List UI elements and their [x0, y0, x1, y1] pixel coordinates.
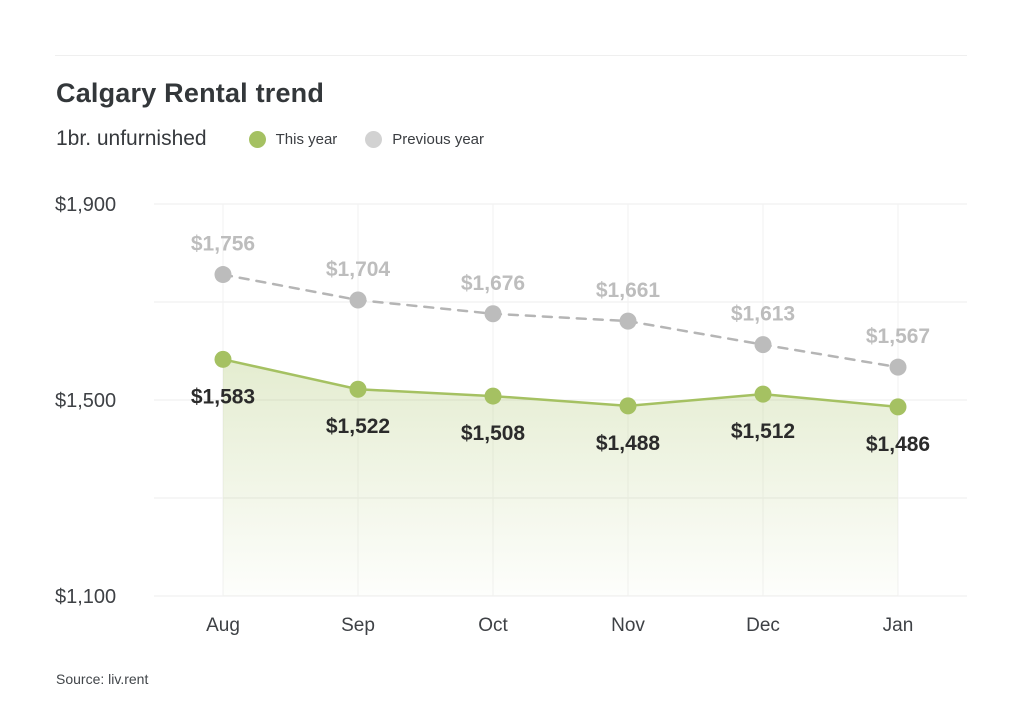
data-point-this-year-4 — [754, 385, 772, 403]
value-label-this-year-4: $1,512 — [731, 420, 795, 443]
data-point-this-year-2 — [484, 387, 502, 405]
y-tick-label: $1,900 — [55, 194, 116, 216]
page-title: Calgary Rental trend — [56, 78, 325, 108]
y-tick-label: $1,500 — [55, 390, 116, 412]
legend-label-this-year: This year — [275, 130, 338, 148]
value-label-previous-year-3: $1,661 — [596, 279, 661, 302]
value-label-this-year-3: $1,488 — [596, 432, 661, 455]
this-year-line — [221, 358, 900, 409]
header-divider — [55, 55, 967, 56]
value-label-this-year-2: $1,508 — [461, 422, 526, 445]
legend-label-previous-year: Previous year — [392, 130, 485, 148]
source-note: Source: liv.rent — [56, 671, 149, 687]
value-label-this-year-0: $1,583 — [191, 385, 255, 408]
previous-year-line — [221, 273, 900, 369]
data-point-this-year-5 — [889, 398, 907, 416]
x-tick-label: Nov — [611, 615, 645, 636]
value-label-previous-year-2: $1,676 — [461, 272, 525, 295]
legend-item-this-year[interactable]: This year — [248, 130, 338, 148]
page-subtitle: 1br. unfurnished — [56, 127, 207, 150]
value-label-this-year-1: $1,522 — [326, 415, 390, 438]
previous-year-swatch-icon — [365, 130, 383, 148]
data-point-this-year-1 — [349, 380, 367, 398]
value-label-previous-year-1: $1,704 — [326, 258, 391, 281]
x-tick-label: Jan — [883, 615, 914, 636]
chart-canvas: $1,900 $1,500 $1,100 Aug Sep Oct Nov Dec Jan $1,… — [55, 194, 967, 636]
value-label-previous-year-5: $1,567 — [866, 325, 930, 348]
data-point-this-year-0 — [214, 350, 232, 368]
y-tick-label: $1,100 — [55, 586, 116, 608]
data-point-previous-year-4 — [754, 336, 772, 354]
legend: This year Previous year — [248, 130, 485, 148]
value-label-previous-year-0: $1,756 — [191, 233, 255, 256]
value-label-this-year-5: $1,486 — [866, 433, 930, 456]
data-point-previous-year-5 — [889, 358, 907, 376]
data-point-previous-year-3 — [619, 312, 637, 330]
data-point-previous-year-2 — [484, 305, 502, 323]
subtitle-row: 1br. unfurnished This year Previous year — [56, 126, 956, 152]
data-point-this-year-3 — [619, 397, 637, 415]
x-tick-label: Oct — [478, 615, 508, 636]
legend-item-previous-year[interactable]: Previous year — [365, 130, 485, 148]
x-tick-label: Sep — [341, 615, 375, 636]
this-year-swatch-icon — [248, 130, 266, 148]
rental-trend-chart: $1,900 $1,500 $1,100 Aug Sep Oct Nov Dec Jan $1,… — [0, 180, 1024, 660]
value-label-previous-year-4: $1,613 — [731, 303, 795, 326]
x-tick-label: Aug — [206, 615, 240, 636]
data-point-previous-year-1 — [349, 291, 367, 309]
x-tick-label: Dec — [746, 615, 780, 636]
data-point-previous-year-0 — [214, 266, 232, 284]
this-year-area — [223, 359, 898, 596]
